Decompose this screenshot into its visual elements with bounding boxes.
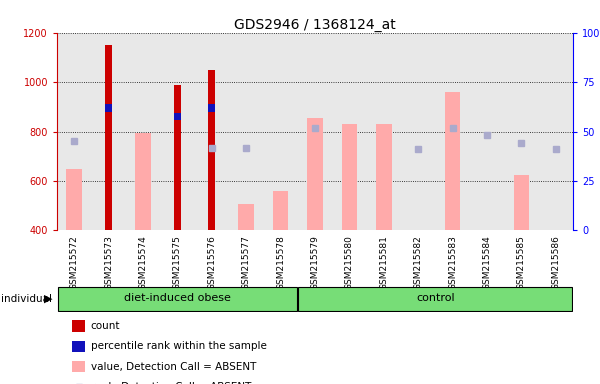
Text: GSM215577: GSM215577 — [242, 235, 251, 290]
FancyBboxPatch shape — [298, 287, 572, 311]
Bar — [341, 124, 357, 230]
Bar — [91, 33, 126, 230]
Bar — [436, 33, 470, 230]
Bar — [298, 33, 332, 230]
FancyBboxPatch shape — [58, 287, 297, 311]
Bar — [238, 204, 254, 230]
Bar — [67, 169, 82, 230]
Bar — [194, 33, 229, 230]
Bar — [105, 45, 112, 230]
Bar — [174, 113, 181, 121]
Bar — [367, 33, 401, 230]
Bar — [73, 341, 85, 352]
Text: GSM215578: GSM215578 — [276, 235, 285, 290]
Text: GSM215583: GSM215583 — [448, 235, 457, 290]
Bar — [208, 104, 215, 112]
Text: GSM215575: GSM215575 — [173, 235, 182, 290]
Bar — [105, 104, 112, 112]
Bar — [73, 321, 85, 332]
Bar — [126, 33, 160, 230]
Text: GSM215586: GSM215586 — [551, 235, 560, 290]
Bar — [514, 175, 529, 230]
Text: percentile rank within the sample: percentile rank within the sample — [91, 341, 266, 351]
Text: GSM215573: GSM215573 — [104, 235, 113, 290]
Text: GSM215582: GSM215582 — [414, 235, 422, 290]
Text: GSM215579: GSM215579 — [311, 235, 320, 290]
Bar — [208, 70, 215, 230]
Text: GSM215572: GSM215572 — [70, 235, 79, 290]
Bar — [401, 33, 436, 230]
Bar — [73, 361, 85, 372]
Bar — [307, 118, 323, 230]
Bar — [539, 33, 573, 230]
Bar — [174, 84, 181, 230]
Bar — [160, 33, 194, 230]
Text: individual: individual — [1, 294, 52, 304]
Bar — [263, 33, 298, 230]
Text: rank, Detection Call = ABSENT: rank, Detection Call = ABSENT — [91, 382, 251, 384]
Text: GSM215574: GSM215574 — [139, 235, 148, 290]
Text: GSM215576: GSM215576 — [208, 235, 217, 290]
Bar — [504, 33, 539, 230]
Bar — [332, 33, 367, 230]
Bar — [135, 133, 151, 230]
Text: diet-induced obese: diet-induced obese — [124, 293, 231, 303]
Text: GSM215584: GSM215584 — [482, 235, 491, 290]
Bar — [273, 191, 289, 230]
Bar — [229, 33, 263, 230]
Text: value, Detection Call = ABSENT: value, Detection Call = ABSENT — [91, 362, 256, 372]
Text: GSM215581: GSM215581 — [379, 235, 388, 290]
Bar — [470, 33, 504, 230]
Text: count: count — [91, 321, 120, 331]
Bar — [57, 33, 91, 230]
Text: GSM215580: GSM215580 — [345, 235, 354, 290]
Bar — [376, 124, 392, 230]
Text: control: control — [416, 293, 455, 303]
Title: GDS2946 / 1368124_at: GDS2946 / 1368124_at — [234, 18, 396, 31]
Bar — [445, 92, 460, 230]
Text: GSM215585: GSM215585 — [517, 235, 526, 290]
Text: ▶: ▶ — [44, 294, 53, 304]
